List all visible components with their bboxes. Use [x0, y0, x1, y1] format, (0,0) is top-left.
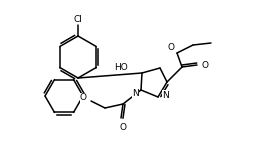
Text: HO: HO	[114, 63, 128, 71]
Text: N: N	[132, 88, 139, 98]
Text: O: O	[167, 44, 174, 52]
Text: N: N	[162, 90, 169, 99]
Text: O: O	[202, 61, 209, 69]
Text: Cl: Cl	[74, 15, 83, 23]
Text: O: O	[119, 123, 126, 132]
Text: O: O	[80, 94, 87, 102]
